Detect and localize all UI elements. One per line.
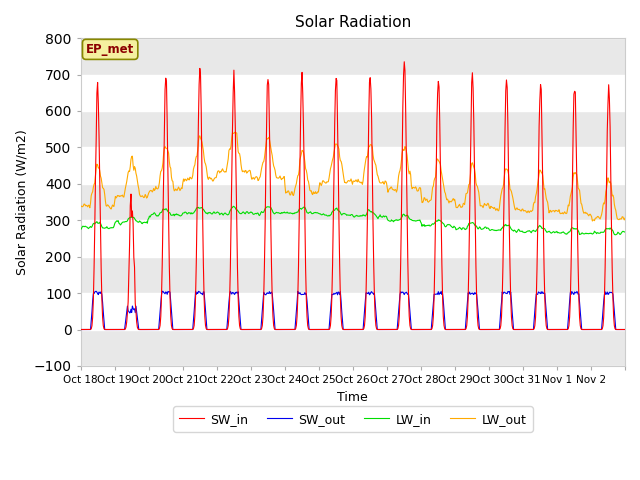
LW_out	[77, 204, 84, 210]
SW_in	[268, 264, 275, 269]
SW_out	[289, 326, 297, 332]
SW_out	[621, 326, 629, 332]
Line: SW_out: SW_out	[81, 291, 625, 329]
Title: Solar Radiation: Solar Radiation	[294, 15, 411, 30]
SW_out	[141, 326, 148, 332]
SW_in	[141, 326, 148, 332]
SW_out	[268, 290, 276, 296]
LW_out	[440, 185, 448, 191]
Y-axis label: Solar Radiation (W/m2): Solar Radiation (W/m2)	[15, 129, 28, 275]
SW_in	[410, 326, 417, 332]
SW_in	[241, 326, 248, 332]
Bar	[81, 329, 625, 366]
LW_out	[141, 194, 148, 200]
SW_in	[440, 323, 448, 328]
X-axis label: Time: Time	[337, 391, 368, 404]
Line: SW_in: SW_in	[81, 62, 625, 329]
LW_out	[589, 218, 596, 224]
LW_out	[268, 153, 276, 158]
SW_out	[410, 326, 417, 332]
LW_in	[77, 227, 84, 232]
SW_out	[440, 308, 448, 313]
LW_in	[229, 204, 237, 209]
SW_out	[192, 288, 200, 294]
LW_out	[621, 216, 629, 221]
SW_out	[241, 326, 249, 332]
Line: LW_out: LW_out	[81, 132, 625, 221]
Bar	[81, 111, 625, 147]
SW_in	[288, 326, 296, 332]
Line: LW_in: LW_in	[81, 206, 625, 235]
LW_in	[268, 207, 276, 213]
LW_out	[231, 130, 239, 135]
SW_in	[621, 326, 629, 332]
Bar	[81, 184, 625, 220]
LW_out	[410, 184, 417, 190]
LW_in	[289, 211, 297, 217]
Legend: SW_in, SW_out, LW_in, LW_out: SW_in, SW_out, LW_in, LW_out	[173, 406, 532, 432]
SW_out	[77, 326, 84, 332]
Text: EP_met: EP_met	[86, 43, 134, 56]
LW_out	[289, 192, 297, 198]
LW_out	[241, 168, 249, 173]
LW_in	[611, 232, 619, 238]
LW_in	[440, 221, 448, 227]
LW_in	[410, 218, 417, 224]
Bar	[81, 257, 625, 293]
LW_in	[141, 219, 148, 225]
Bar	[81, 38, 625, 74]
SW_in	[77, 326, 84, 332]
LW_in	[241, 211, 249, 216]
LW_in	[621, 229, 629, 235]
SW_in	[401, 59, 408, 65]
